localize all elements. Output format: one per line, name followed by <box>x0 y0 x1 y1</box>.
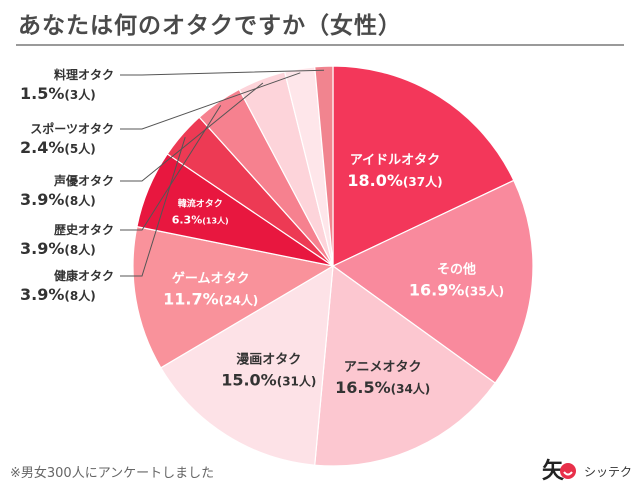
slice-category-label: 歴史オタク <box>54 222 114 237</box>
slice-value-label: 3.9%(8人) <box>20 190 96 209</box>
pie-slice <box>132 225 335 369</box>
slice-label: ゲームオタク 11.7%(24人) <box>163 271 258 309</box>
pie-slice <box>314 65 334 267</box>
pie-slice <box>331 179 534 384</box>
pie-slice <box>159 264 334 466</box>
slice-value-label: 6.3%(13人) <box>172 213 229 226</box>
sitteku-logo: 矢 シッテク <box>542 458 632 484</box>
slice-labels: アイドルオタク 18.0%(37人) その他 16.9%(35人) アニメオタク 16.5… <box>20 67 504 397</box>
slice-value-label: 11.7%(24人) <box>163 290 258 309</box>
slice-value-label: 16.9%(35人) <box>409 280 504 299</box>
slice-category-label: ゲームオタク <box>172 271 250 287</box>
logo-smile-icon <box>560 463 576 479</box>
slice-category-label: スポーツオタク <box>30 121 114 136</box>
slice-label: その他 16.9%(35人) <box>409 261 504 299</box>
slice-label: スポーツオタク 2.4%(5人) <box>20 121 114 157</box>
slice-label: 健康オタク 3.9%(8人) <box>20 268 114 304</box>
slice-category-label: その他 <box>437 261 476 277</box>
page-title: あなたは何のオタクですか（女性） <box>18 13 402 39</box>
slice-label: 歴史オタク 3.9%(8人) <box>20 222 114 258</box>
leader-line <box>120 69 325 76</box>
slice-value-label: 16.5%(34人) <box>335 378 430 397</box>
slice-value-label: 3.9%(8人) <box>20 239 96 258</box>
slice-category-label: アイドルオタク <box>350 153 440 168</box>
slice-value-label: 3.9%(8人) <box>20 285 96 304</box>
title-divider <box>16 44 624 46</box>
slice-value-label: 1.5%(3人) <box>20 84 96 103</box>
leader-line <box>120 72 301 130</box>
slice-category-label: アニメオタク <box>344 360 422 375</box>
slice-label: アイドルオタク 18.0%(37人) <box>347 153 442 190</box>
leader-line <box>120 105 222 231</box>
pie-slices <box>132 65 534 467</box>
survey-footnote: ※男女300人にアンケートしました <box>10 466 215 481</box>
slice-value-label: 18.0%(37人) <box>347 171 442 190</box>
slice-label: アニメオタク 16.5%(34人) <box>335 360 430 397</box>
slice-category-label: 健康オタク <box>54 268 114 283</box>
leader-line <box>120 82 264 182</box>
slice-value-label: 15.0%(31人) <box>221 370 316 389</box>
slice-label: 漫画オタク 15.0%(31人) <box>221 351 316 389</box>
slice-label: 声優オタク 3.9%(8人) <box>20 173 114 209</box>
slice-category-label: 韓流オタク <box>178 197 223 209</box>
logo-kanji-mark: 矢 <box>542 458 565 484</box>
pie-slice <box>332 65 515 267</box>
leader-lines <box>120 69 325 277</box>
slice-category-label: 漫画オタク <box>236 351 301 367</box>
slice-label: 韓流オタク 6.3%(13人) <box>172 197 229 226</box>
slice-value-label: 2.4%(5人) <box>20 138 96 157</box>
slice-category-label: 声優オタク <box>53 173 114 188</box>
leader-line <box>120 137 186 277</box>
slice-category-label: 料理オタク <box>54 67 114 82</box>
slice-label: 料理オタク 1.5%(3人) <box>20 67 114 103</box>
pie-slice <box>314 264 496 467</box>
logo-text: シッテク <box>584 465 632 479</box>
